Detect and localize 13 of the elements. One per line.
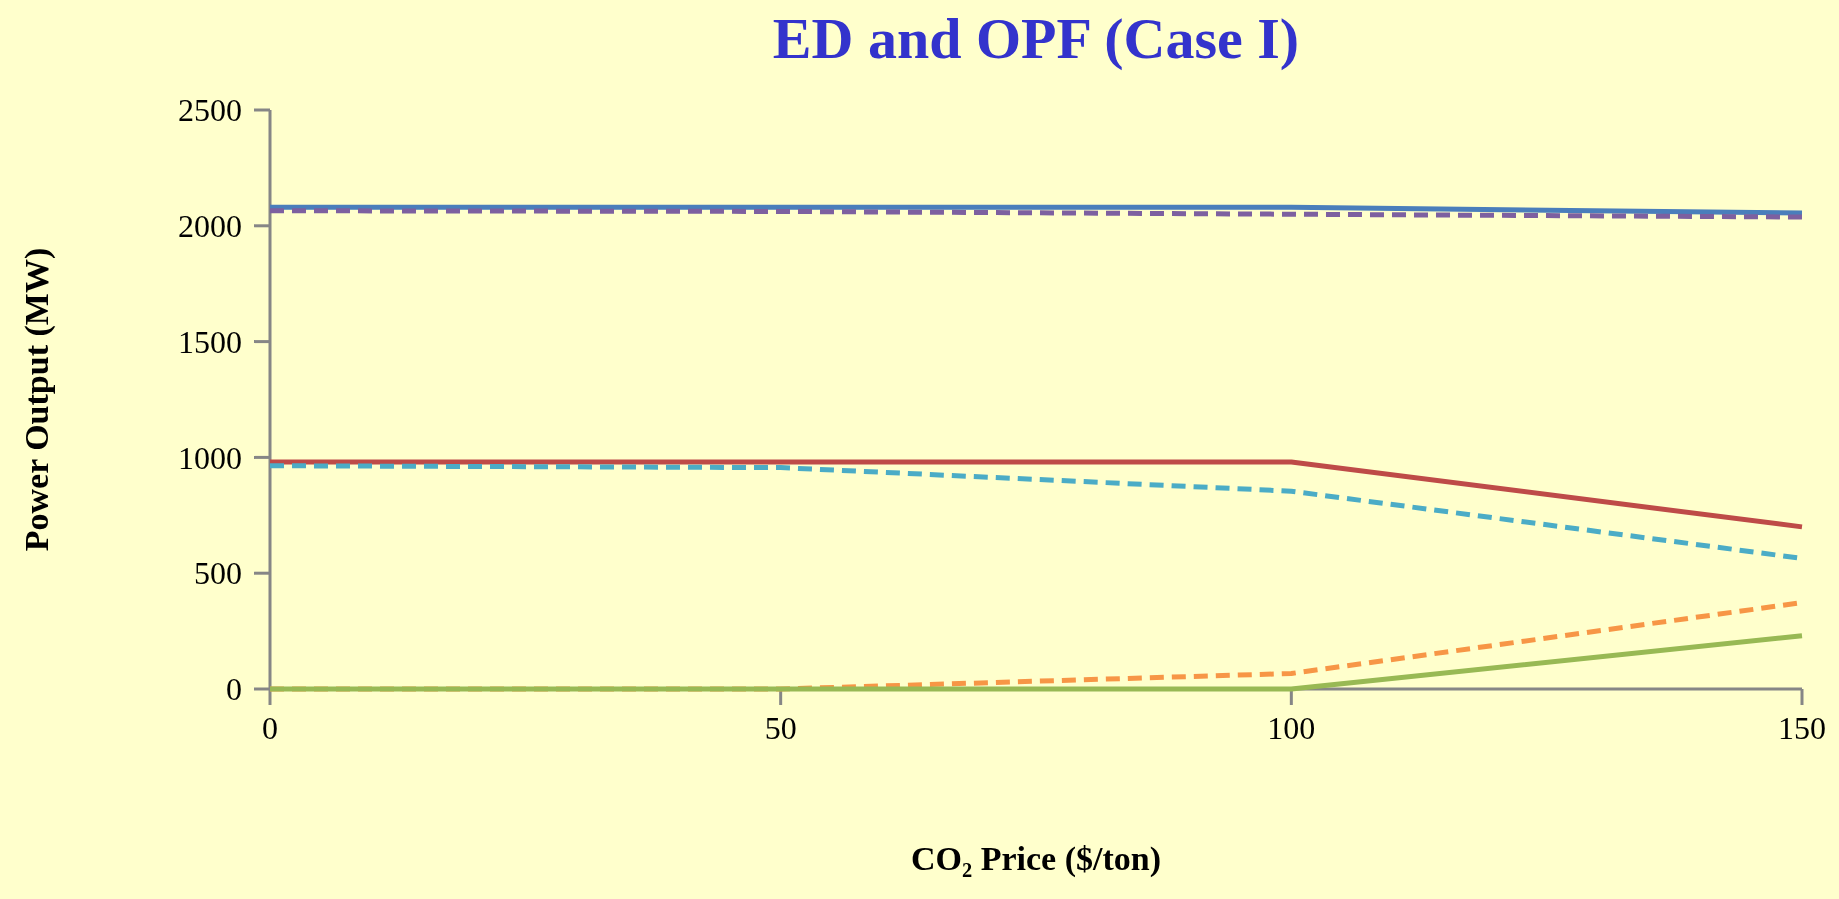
chart-title: ED and OPF (Case I) [772,6,1300,71]
x-tick-label: 0 [262,710,278,746]
y-tick-label: 1500 [178,323,242,360]
x-tick-label: 150 [1778,710,1826,746]
y-tick-label: 0 [226,671,242,708]
y-tick-label: 1000 [178,439,242,476]
y-tick-label: 2000 [178,208,242,244]
x-axis-title: CO₂ Price ($/ton) [910,840,1162,878]
y-tick-label: 500 [194,555,242,592]
y-axis-title: Power Output (MW) [18,247,56,552]
x-tick-label: 50 [764,710,797,746]
y-tick-label: 2500 [178,92,242,129]
x-tick-label: 100 [1267,710,1316,746]
